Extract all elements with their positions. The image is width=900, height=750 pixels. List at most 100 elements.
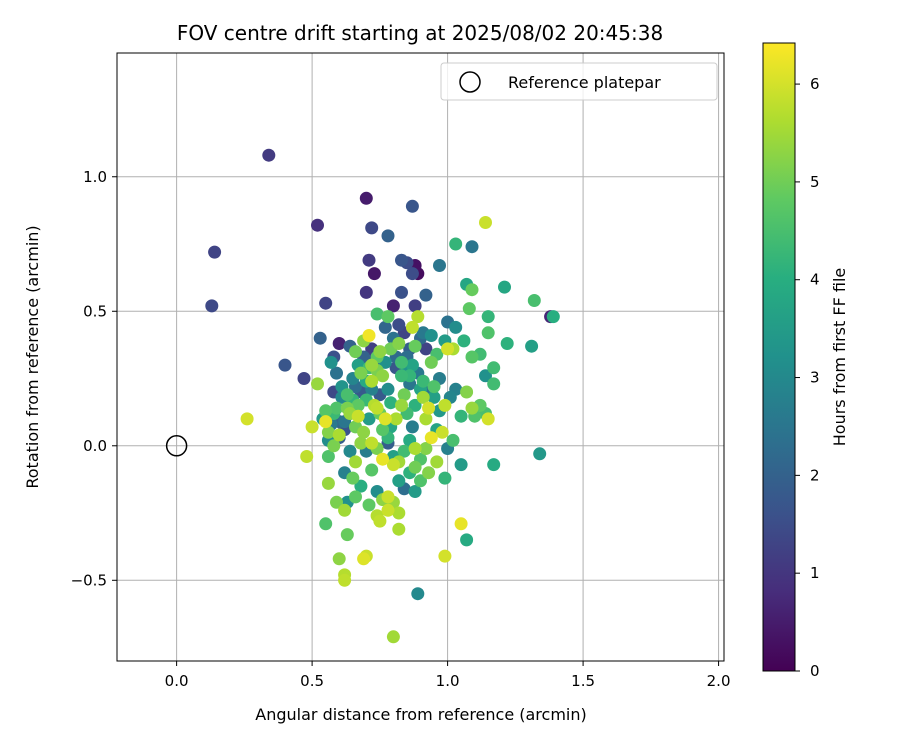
colorbar-tick-label: 3	[810, 369, 820, 387]
colorbar-tick-label: 5	[810, 173, 820, 191]
data-point	[354, 366, 368, 380]
data-point	[395, 355, 408, 369]
data-point	[349, 490, 362, 504]
data-point	[487, 377, 501, 391]
data-point	[362, 412, 376, 426]
data-point	[487, 361, 501, 375]
data-point	[346, 471, 360, 485]
legend-box	[440, 62, 718, 101]
data-point	[416, 374, 430, 388]
data-point	[525, 339, 539, 353]
data-point	[392, 506, 406, 520]
x-tick-label: 0.5	[300, 672, 324, 690]
data-point	[498, 280, 511, 294]
data-point	[465, 283, 479, 297]
data-point	[365, 221, 379, 235]
colorbar-tick-label: 0	[810, 662, 820, 680]
data-point	[481, 412, 495, 426]
data-point	[441, 342, 455, 356]
legend: Reference platepar	[440, 62, 718, 101]
data-point	[392, 337, 406, 350]
data-point	[427, 380, 441, 394]
data-point	[392, 522, 406, 536]
data-point	[481, 326, 495, 340]
data-point	[460, 385, 474, 399]
data-point	[481, 310, 495, 324]
data-point	[319, 404, 333, 418]
data-point	[438, 471, 452, 485]
data-point	[411, 587, 425, 601]
chart-title: FOV centre drift starting at 2025/08/02 …	[177, 21, 663, 45]
data-point	[349, 345, 362, 359]
colorbar: 0 1 2 3 4 5 6 Hours from first FF file	[762, 42, 849, 680]
data-point	[327, 439, 341, 453]
data-point	[338, 573, 352, 587]
data-point	[419, 342, 433, 356]
data-point	[365, 436, 379, 450]
colorbar-tick-label: 6	[810, 75, 820, 93]
data-point	[319, 517, 333, 531]
data-point	[381, 490, 395, 504]
data-point	[357, 425, 371, 439]
y-axis-label: Rotation from reference (arcmin)	[23, 225, 42, 488]
data-point	[405, 420, 419, 434]
data-point	[411, 310, 425, 324]
data-point	[349, 455, 362, 469]
data-point	[446, 433, 460, 447]
y-tick-label: 1.0	[83, 168, 107, 186]
data-point	[332, 552, 346, 566]
data-point	[330, 401, 343, 415]
data-point	[376, 423, 390, 437]
colorbar-tick-label: 1	[810, 564, 820, 582]
data-point	[332, 337, 346, 350]
data-point	[465, 350, 479, 364]
data-point	[362, 329, 376, 342]
data-point	[395, 253, 408, 267]
data-point	[311, 218, 324, 232]
y-tick-label: −0.5	[71, 571, 107, 589]
data-point	[449, 320, 463, 334]
data-point	[465, 401, 479, 415]
data-point	[408, 485, 422, 498]
colorbar-label: Hours from first FF file	[830, 268, 849, 447]
x-tick-label: 1.0	[436, 672, 460, 690]
colorbar-ticks: 0 1 2 3 4 5 6	[795, 75, 820, 680]
colorbar-tick-label: 4	[810, 271, 820, 289]
data-point	[462, 302, 476, 316]
data-point	[338, 503, 352, 517]
data-point	[408, 339, 422, 353]
data-point	[384, 396, 398, 410]
data-point	[408, 299, 422, 313]
data-point	[397, 444, 411, 458]
data-point	[386, 299, 400, 313]
y-axis-ticks: −0.5 0.0 0.5 1.0	[71, 168, 117, 589]
x-axis-label: Angular distance from reference (arcmin)	[255, 705, 586, 724]
data-point	[354, 436, 368, 450]
data-point	[405, 320, 419, 334]
data-point	[389, 412, 403, 426]
data-point	[479, 216, 492, 229]
grid	[117, 53, 724, 661]
data-point	[422, 401, 436, 415]
y-tick-label: 0.0	[83, 437, 107, 455]
data-point	[460, 533, 474, 547]
y-tick-label: 0.5	[83, 302, 107, 320]
colorbar-tick-label: 2	[810, 466, 820, 484]
data-point	[205, 299, 219, 313]
data-point	[386, 458, 400, 472]
data-point	[319, 296, 333, 310]
data-point	[305, 420, 319, 434]
data-point	[392, 318, 406, 332]
data-point	[378, 320, 392, 334]
data-point	[378, 412, 392, 426]
legend-label-reference: Reference platepar	[508, 73, 661, 92]
data-point	[392, 474, 406, 488]
data-point	[457, 334, 471, 348]
data-point	[438, 398, 452, 412]
data-point	[351, 398, 365, 412]
data-point	[370, 401, 384, 415]
data-point	[454, 409, 468, 423]
data-point	[449, 237, 463, 251]
data-point	[527, 294, 541, 307]
